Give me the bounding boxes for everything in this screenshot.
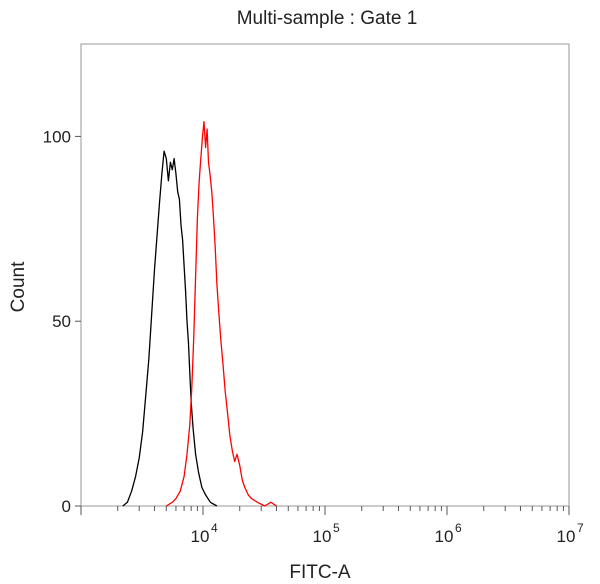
x-tick-base: 10 bbox=[557, 527, 576, 546]
y-axis-ticks: 0 50 100 bbox=[43, 127, 81, 516]
x-tick-exponent: 7 bbox=[577, 521, 584, 535]
chart-title: Multi-sample : Gate 1 bbox=[237, 8, 418, 29]
x-tick-label: 10 5 bbox=[313, 521, 340, 546]
y-tick-label: 100 bbox=[43, 127, 71, 146]
series-layer bbox=[122, 120, 277, 507]
series-black-histogram bbox=[122, 150, 218, 507]
y-tick-label: 0 bbox=[62, 497, 71, 516]
x-tick-base: 10 bbox=[435, 527, 454, 546]
x-tick-exponent: 5 bbox=[333, 521, 340, 535]
x-tick-exponent: 4 bbox=[211, 521, 218, 535]
x-tick-base: 10 bbox=[313, 527, 332, 546]
y-axis-label: Count bbox=[8, 261, 29, 312]
x-tick-label: 10 6 bbox=[435, 521, 462, 546]
x-tick-base: 10 bbox=[191, 527, 210, 546]
x-axis-label: FITC-A bbox=[289, 562, 351, 583]
x-tick-label: 10 7 bbox=[557, 521, 584, 546]
x-tick-label: 10 4 bbox=[191, 521, 218, 546]
series-red-histogram bbox=[165, 120, 277, 507]
x-axis-ticks: 10 4 10 5 10 6 10 7 bbox=[80, 506, 584, 546]
y-tick-label: 50 bbox=[52, 312, 71, 331]
x-tick-exponent: 6 bbox=[455, 521, 462, 535]
